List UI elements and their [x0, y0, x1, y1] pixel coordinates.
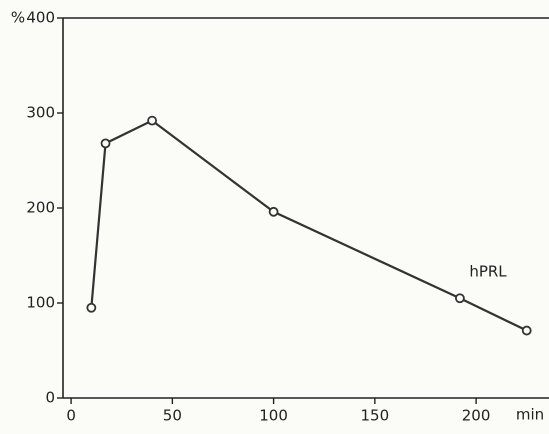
x-tick-label: 50	[163, 407, 182, 425]
series-line	[90, 119, 528, 332]
y-tick-label: 200	[26, 199, 55, 217]
y-tick-label: 400	[26, 9, 55, 27]
data-point	[268, 206, 279, 217]
x-tick-label: 200	[462, 407, 491, 425]
y-tick-label: 100	[26, 294, 55, 312]
data-point	[454, 293, 465, 304]
x-axis-label: min	[516, 406, 544, 424]
x-tick-label: 150	[361, 407, 390, 425]
data-point	[100, 138, 111, 149]
data-point	[147, 115, 158, 126]
data-point	[86, 302, 97, 313]
y-tick-label: 0	[45, 389, 55, 407]
x-tick-label: 0	[66, 407, 76, 425]
x-tick-label: 100	[259, 407, 288, 425]
series-label: hPRL	[469, 263, 507, 281]
data-point	[521, 325, 532, 336]
y-tick-label: 300	[26, 104, 55, 122]
y-axis-label: %	[11, 9, 25, 27]
